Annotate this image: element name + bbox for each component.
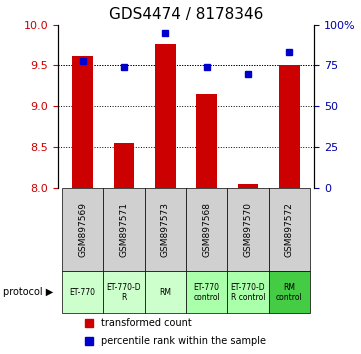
Bar: [279, 65, 300, 188]
Bar: [155, 44, 175, 188]
FancyBboxPatch shape: [227, 188, 269, 272]
Title: GDS4474 / 8178346: GDS4474 / 8178346: [109, 7, 263, 22]
Text: percentile rank within the sample: percentile rank within the sample: [101, 336, 266, 346]
Text: RM
control: RM control: [276, 282, 303, 302]
FancyBboxPatch shape: [186, 188, 227, 272]
Text: GSM897573: GSM897573: [161, 202, 170, 257]
FancyBboxPatch shape: [269, 272, 310, 313]
Bar: [238, 183, 258, 188]
FancyBboxPatch shape: [62, 272, 103, 313]
Text: protocol ▶: protocol ▶: [3, 287, 54, 297]
Text: transformed count: transformed count: [101, 318, 192, 327]
Text: GSM897572: GSM897572: [285, 202, 294, 257]
FancyBboxPatch shape: [103, 272, 144, 313]
Text: ET-770
control: ET-770 control: [193, 282, 220, 302]
Text: ET-770: ET-770: [70, 288, 96, 297]
FancyBboxPatch shape: [144, 188, 186, 272]
Text: GSM897570: GSM897570: [243, 202, 252, 257]
FancyBboxPatch shape: [144, 272, 186, 313]
Bar: [196, 94, 217, 188]
Text: GSM897571: GSM897571: [119, 202, 129, 257]
Bar: [114, 143, 134, 188]
FancyBboxPatch shape: [186, 272, 227, 313]
FancyBboxPatch shape: [269, 188, 310, 272]
FancyBboxPatch shape: [62, 188, 103, 272]
Text: GSM897569: GSM897569: [78, 202, 87, 257]
Text: ET-770-D
R: ET-770-D R: [106, 282, 141, 302]
Text: GSM897568: GSM897568: [202, 202, 211, 257]
Text: ET-770-D
R control: ET-770-D R control: [231, 282, 265, 302]
FancyBboxPatch shape: [103, 188, 144, 272]
Bar: [72, 56, 93, 188]
Text: RM: RM: [159, 288, 171, 297]
FancyBboxPatch shape: [227, 272, 269, 313]
